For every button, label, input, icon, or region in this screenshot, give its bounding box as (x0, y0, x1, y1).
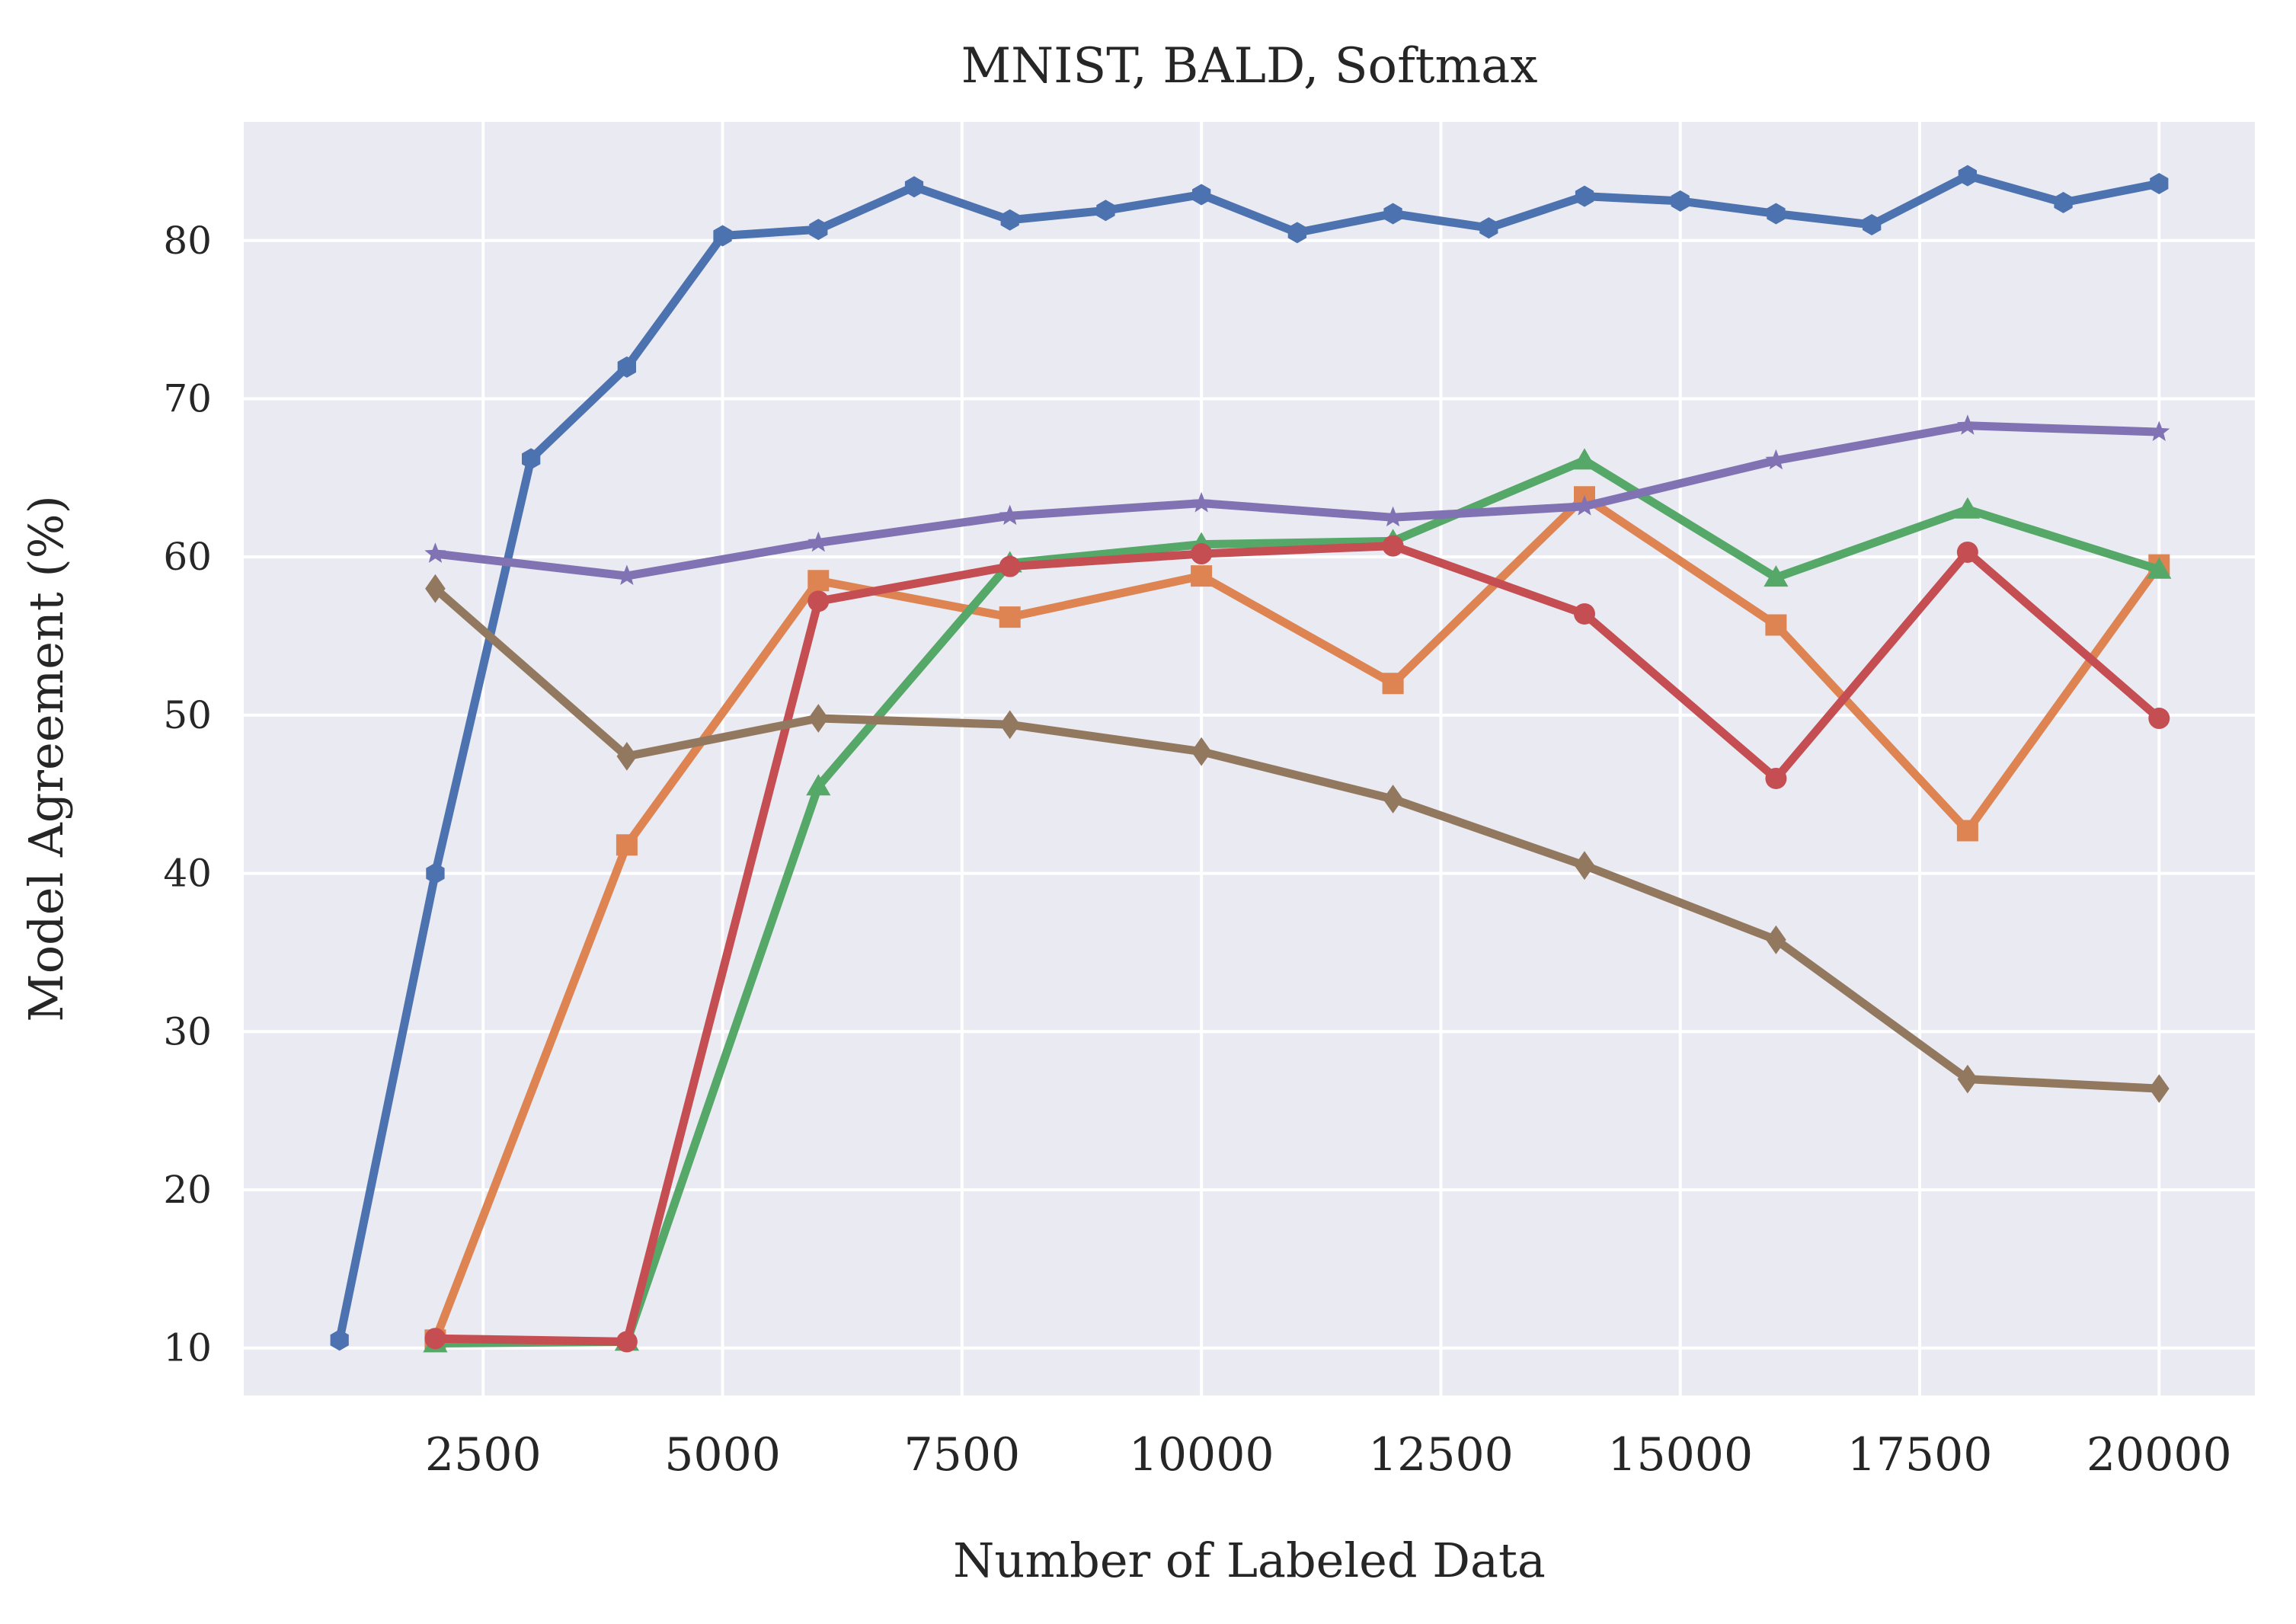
series-square (424, 486, 2170, 1351)
data-point (1956, 414, 1978, 435)
data-point (713, 225, 732, 247)
data-point (807, 570, 830, 592)
data-point (2148, 708, 2170, 730)
data-point (806, 774, 831, 796)
data-point (1956, 820, 1978, 842)
data-point (424, 1328, 446, 1350)
data-point (807, 531, 830, 552)
y-tick-label: 30 (163, 1009, 212, 1053)
data-point (1479, 217, 1498, 239)
data-point (999, 606, 1021, 628)
series-line (430, 542, 2163, 1346)
data-point (426, 862, 445, 884)
series-line (430, 492, 2163, 1344)
data-point (808, 704, 829, 733)
y-axis-label: Model Agreement (%) (18, 495, 74, 1022)
data-point (2054, 191, 2073, 213)
grid-lines (244, 122, 2255, 1395)
plot-background (244, 122, 2255, 1395)
data-point (616, 1331, 638, 1353)
x-tick-label: 7500 (904, 1428, 1021, 1482)
data-point (1192, 184, 1211, 206)
data-point (2150, 173, 2169, 194)
series-line (430, 584, 2163, 1093)
data-point (617, 356, 636, 378)
data-point (1191, 737, 1212, 766)
data-point (1191, 565, 1213, 587)
data-point (1575, 185, 1594, 207)
data-point (1766, 925, 1786, 954)
data-point (1956, 541, 1978, 563)
data-point (2148, 420, 2170, 441)
x-tick-label: 10000 (1129, 1428, 1274, 1482)
data-point (1191, 543, 1213, 565)
y-tick-label: 40 (163, 852, 212, 896)
data-point (1383, 203, 1402, 225)
data-point (809, 219, 828, 241)
y-tick-label: 60 (163, 535, 212, 579)
y-tick-label: 80 (163, 219, 212, 263)
y-tick-label: 10 (163, 1326, 212, 1370)
data-point (807, 590, 830, 612)
x-tick-label: 2500 (425, 1428, 542, 1482)
x-tick-label: 12500 (1368, 1428, 1514, 1482)
data-point (330, 1329, 349, 1351)
data-point (1287, 222, 1306, 244)
data-point (1863, 214, 1882, 235)
data-point (904, 176, 924, 198)
data-point (1955, 497, 1980, 519)
y-tick-label: 50 (163, 693, 212, 737)
y-tick-label: 70 (163, 376, 212, 420)
x-tick-label: 20000 (2087, 1428, 2232, 1482)
series-layer (330, 165, 2172, 1353)
data-point (424, 542, 446, 563)
data-point (1765, 614, 1787, 636)
data-point (1765, 767, 1787, 789)
data-point (522, 448, 541, 470)
series-circle (424, 535, 2170, 1353)
data-point (1191, 491, 1213, 513)
series-line (430, 421, 2163, 580)
x-tick-label: 17500 (1847, 1428, 1993, 1482)
chart-title: MNIST, BALD, Softmax (961, 38, 1538, 94)
data-point (999, 504, 1021, 526)
series-diamond (425, 574, 2170, 1103)
series-line (335, 171, 2163, 1344)
data-point (999, 555, 1021, 577)
data-point (1572, 448, 1597, 470)
y-tick-label: 20 (163, 1168, 212, 1212)
data-point (2147, 557, 2172, 579)
data-point (999, 710, 1020, 740)
data-point (616, 742, 638, 771)
data-point (1764, 565, 1789, 587)
data-point (1000, 209, 1019, 231)
data-point (425, 574, 446, 603)
data-point (616, 834, 638, 856)
x-tick-label: 5000 (664, 1428, 781, 1482)
tick-labels: 2500 5000 7500 10000 12500 15000 17500 20000 10 2… (163, 219, 2231, 1482)
data-point (1765, 449, 1787, 470)
data-point (1671, 190, 1690, 212)
data-point (1096, 200, 1115, 222)
series-line (430, 456, 2163, 1347)
data-point (1382, 535, 1404, 557)
data-point (1574, 603, 1595, 625)
data-point (1382, 506, 1404, 527)
x-tick-label: 15000 (1607, 1428, 1753, 1482)
data-point (1383, 785, 1403, 814)
data-point (1574, 851, 1595, 881)
x-axis-label: Number of Labeled Data (953, 1533, 1546, 1588)
data-point (1574, 495, 1595, 516)
data-point (1957, 1064, 1978, 1094)
series-hexagon (330, 165, 2169, 1351)
data-point (2149, 1074, 2170, 1103)
series-star (424, 414, 2170, 585)
data-point (1382, 673, 1404, 695)
data-point (616, 564, 638, 585)
data-point (1767, 203, 1786, 225)
data-point (1958, 165, 1977, 187)
